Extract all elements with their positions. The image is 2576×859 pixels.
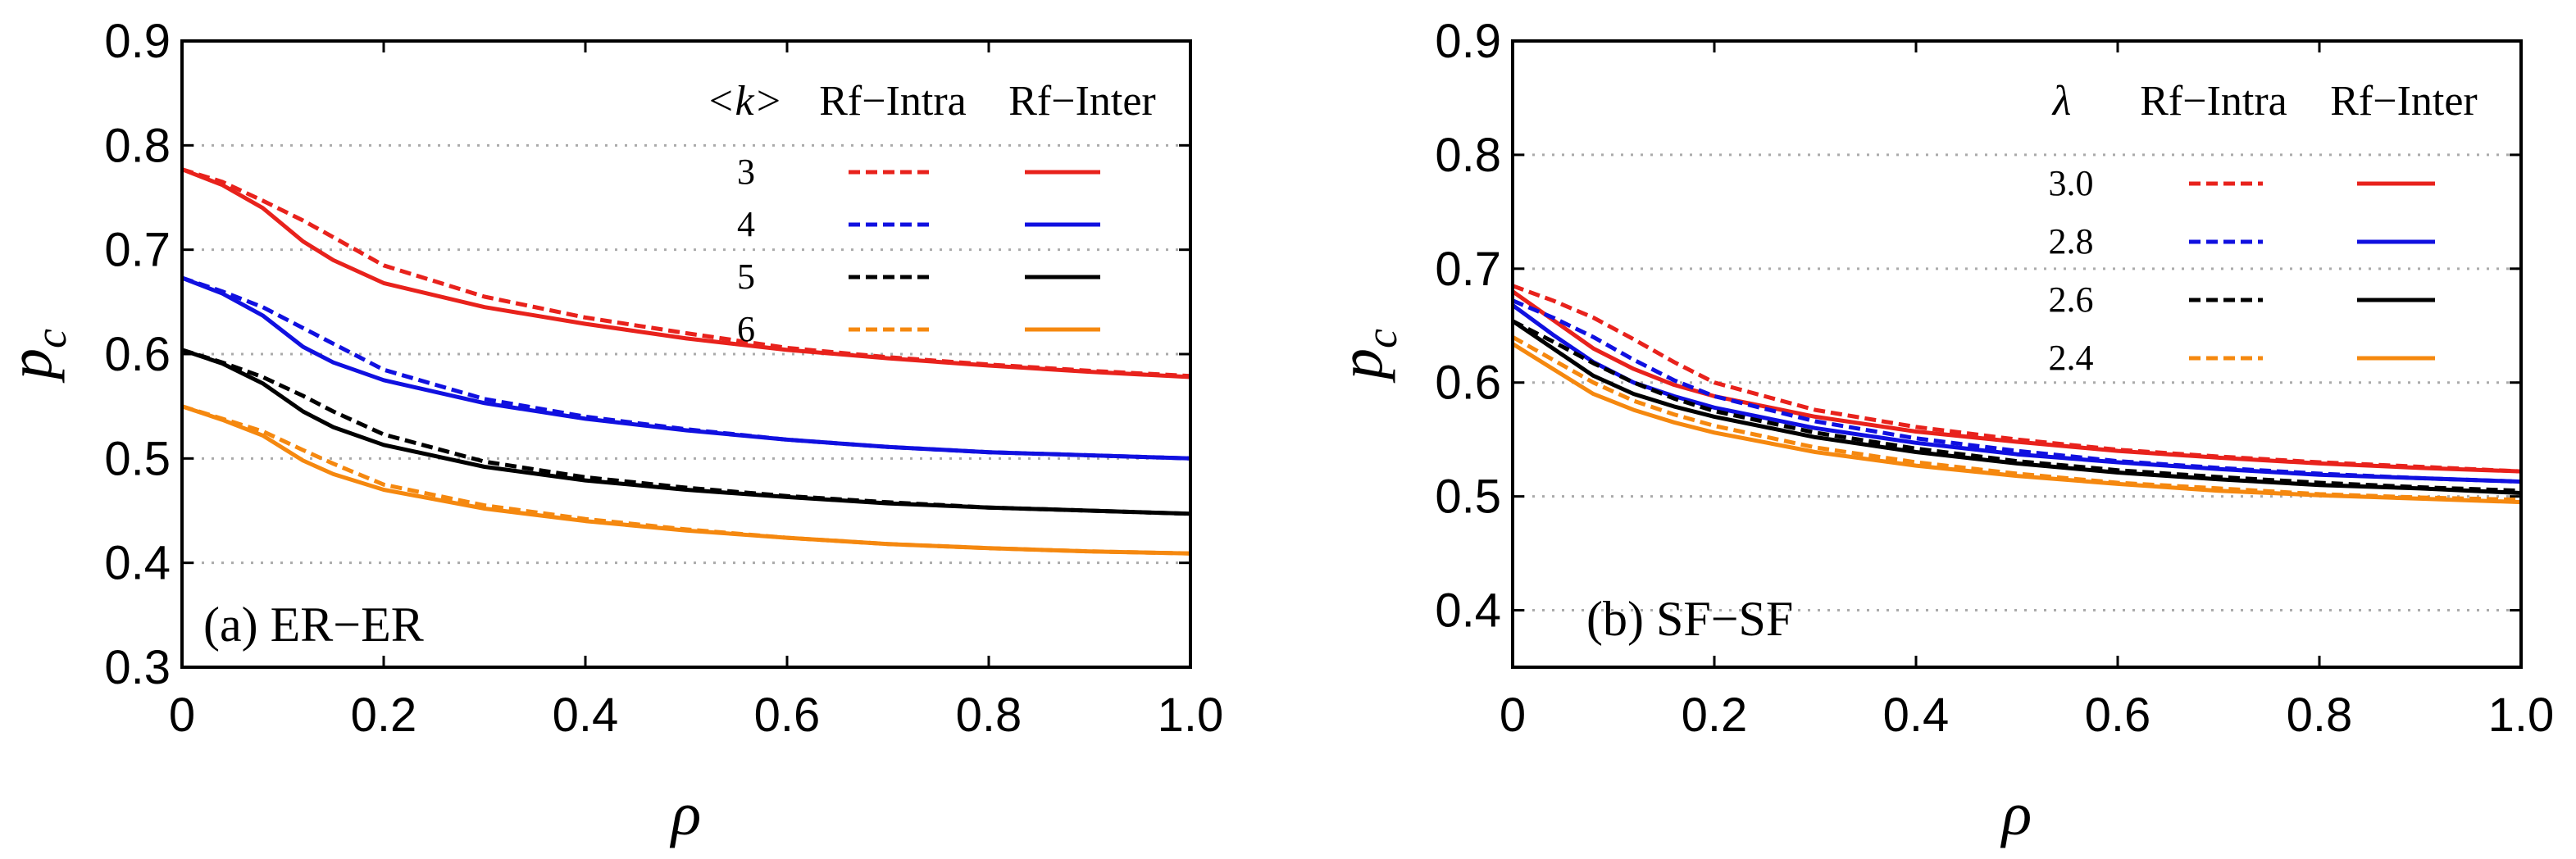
x-tick-label: 1.0: [1158, 689, 1224, 742]
series-inter-2.8: [1511, 303, 2522, 484]
y-tick-label: 0.3: [104, 641, 171, 694]
panel-label: (a) ER−ER: [203, 598, 424, 652]
y-axis-title: pc: [0, 329, 75, 384]
legend-entry-3.0: 3.0: [2049, 163, 2094, 203]
y-tick-label: 0.8: [1435, 129, 1501, 182]
series-intra-2.6: [1511, 319, 2522, 493]
legend-header-inter: Rf−Inter: [1008, 78, 1156, 125]
series-intra-6: [181, 404, 1191, 556]
x-axis-title: ρ: [2000, 779, 2032, 848]
series-inter-4: [181, 275, 1191, 461]
y-tick-label: 0.7: [1435, 243, 1501, 296]
legend-header-param: <k>: [706, 78, 782, 125]
y-tick-label: 0.4: [1435, 584, 1501, 638]
x-tick-label: 1.0: [2488, 689, 2555, 742]
legend-header-inter: Rf−Inter: [2330, 78, 2478, 125]
plot-frame: [180, 39, 1192, 669]
x-tick-label: 0: [1500, 689, 1526, 742]
x-tick-label: 0.6: [2085, 689, 2151, 742]
legend-entry-4: 4: [737, 204, 755, 244]
y-tick-label: 0.6: [1435, 357, 1501, 410]
x-tick-label: 0.4: [1883, 689, 1950, 742]
series-inter-2.6: [1511, 319, 2522, 495]
y-tick-label: 0.9: [104, 15, 171, 68]
y-tick-label: 0.9: [1435, 15, 1501, 68]
legend-entry-2.8: 2.8: [2049, 221, 2094, 261]
legend-entry-2.6: 2.6: [2049, 280, 2094, 320]
legend-entry-2.4: 2.4: [2049, 338, 2094, 378]
x-tick-label: 0.8: [956, 689, 1022, 742]
series-inter-3.0: [1511, 289, 2522, 474]
series-inter-6: [181, 404, 1191, 556]
x-tick-label: 0.4: [553, 689, 619, 742]
series-inter-3: [181, 167, 1191, 380]
legend-entry-6: 6: [737, 309, 755, 349]
x-axis-title: ρ: [670, 779, 701, 848]
panel-a-er-er: 0.3 0.4 0.5 0.6 0.7 0.8 0.9 0 0.2 0.4 0.6 0.8 1.0 <k>…: [0, 15, 1223, 848]
x-tick-label: 0.2: [351, 689, 417, 742]
legend-entry-5: 5: [737, 257, 755, 297]
x-tick-label: 0: [169, 689, 195, 742]
series-intra-3: [181, 167, 1191, 379]
y-tick-label: 0.4: [104, 537, 171, 590]
panel-label: (b) SF−SF: [1586, 592, 1793, 646]
y-axis-title-main: p: [0, 348, 65, 384]
x-tick-label: 0.8: [2287, 689, 2353, 742]
plot-frame: [1511, 39, 2523, 669]
legend-header-param: λ: [2051, 78, 2072, 125]
y-tick-label: 0.7: [104, 224, 171, 277]
legend-entry-3: 3: [737, 152, 755, 192]
y-tick-label: 0.6: [104, 328, 171, 381]
legend-header-intra: Rf−Intra: [819, 78, 967, 125]
y-tick-label: 0.8: [104, 119, 171, 172]
y-axis-title: pc: [1327, 329, 1406, 384]
panel-b-sf-sf: 0.4 0.5 0.6 0.7 0.8 0.9 0 0.2 0.4 0.6 0.8 1.0 λ Rf−In…: [1327, 15, 2554, 848]
y-axis-title-sub: c: [1357, 329, 1406, 348]
y-axis-title-main: p: [1327, 348, 1395, 384]
y-axis-title-sub: c: [26, 329, 75, 348]
legend-header-intra: Rf−Intra: [2140, 78, 2287, 125]
series-inter-2.4: [1511, 342, 2522, 505]
x-tick-label: 0.2: [1682, 689, 1748, 742]
y-tick-label: 0.5: [104, 432, 171, 485]
x-tick-label: 0.6: [754, 689, 821, 742]
series-inter-5: [181, 348, 1191, 516]
y-tick-label: 0.5: [1435, 470, 1501, 524]
